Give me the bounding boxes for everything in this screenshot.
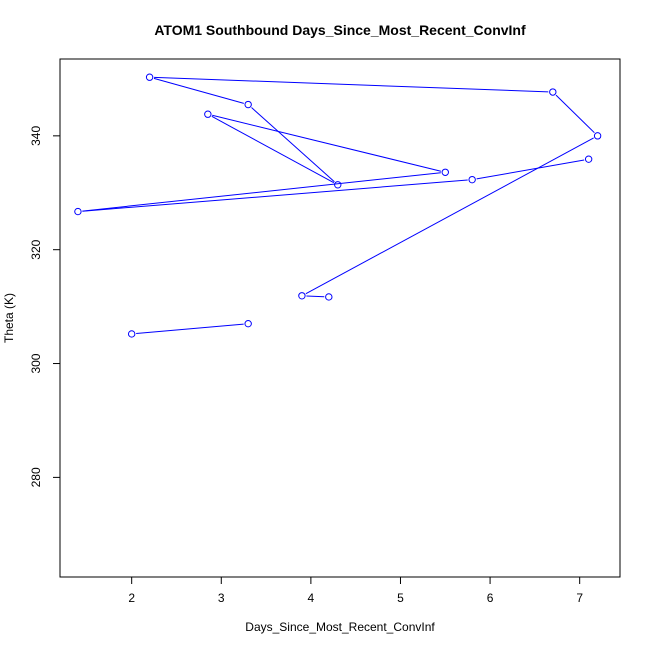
series-lines (82, 76, 595, 335)
x-tick-label: 2 (128, 591, 135, 605)
y-tick-label: 280 (29, 467, 43, 487)
data-point (145, 73, 154, 81)
x-axis: 2 3 4 5 6 7 (128, 577, 583, 605)
x-tick-label: 5 (397, 591, 404, 605)
series-segment (306, 295, 325, 298)
plot-frame (59, 58, 621, 578)
x-tick-label: 6 (487, 591, 494, 605)
y-tick-label: 300 (29, 353, 43, 373)
series-segment (82, 179, 468, 212)
series-segment (305, 137, 594, 295)
data-point (593, 132, 602, 140)
series-points (74, 73, 602, 338)
x-tick-label: 3 (218, 591, 225, 605)
data-point (127, 330, 136, 338)
y-tick-label: 340 (29, 126, 43, 146)
series-segment (154, 76, 549, 93)
series-segment (153, 77, 244, 104)
data-point (441, 168, 449, 176)
chart-title: ATOM1 Southbound Days_Since_Most_Recent_… (154, 22, 526, 38)
series-segment (212, 114, 442, 172)
data-point (468, 175, 476, 184)
x-axis-label: Days_Since_Most_Recent_ConvInf (245, 620, 435, 634)
series-segment (82, 172, 441, 212)
series-segment (136, 323, 244, 335)
x-tick-label: 4 (308, 591, 315, 605)
y-axis: 280 300 320 340 (29, 126, 60, 487)
data-point (204, 110, 212, 118)
data-point (244, 319, 252, 328)
series-segment (555, 94, 595, 134)
series-segment (251, 107, 335, 183)
data-point (244, 100, 252, 109)
data-point (74, 207, 82, 216)
series-segment (476, 159, 585, 180)
y-tick-label: 320 (29, 239, 43, 259)
data-point (584, 155, 593, 163)
x-tick-label: 7 (576, 591, 583, 605)
data-point (549, 88, 557, 96)
y-axis-label: Theta (K) (2, 293, 16, 343)
data-point (298, 292, 306, 300)
data-point (334, 181, 342, 189)
data-point (325, 293, 333, 301)
series-segment (211, 115, 335, 184)
